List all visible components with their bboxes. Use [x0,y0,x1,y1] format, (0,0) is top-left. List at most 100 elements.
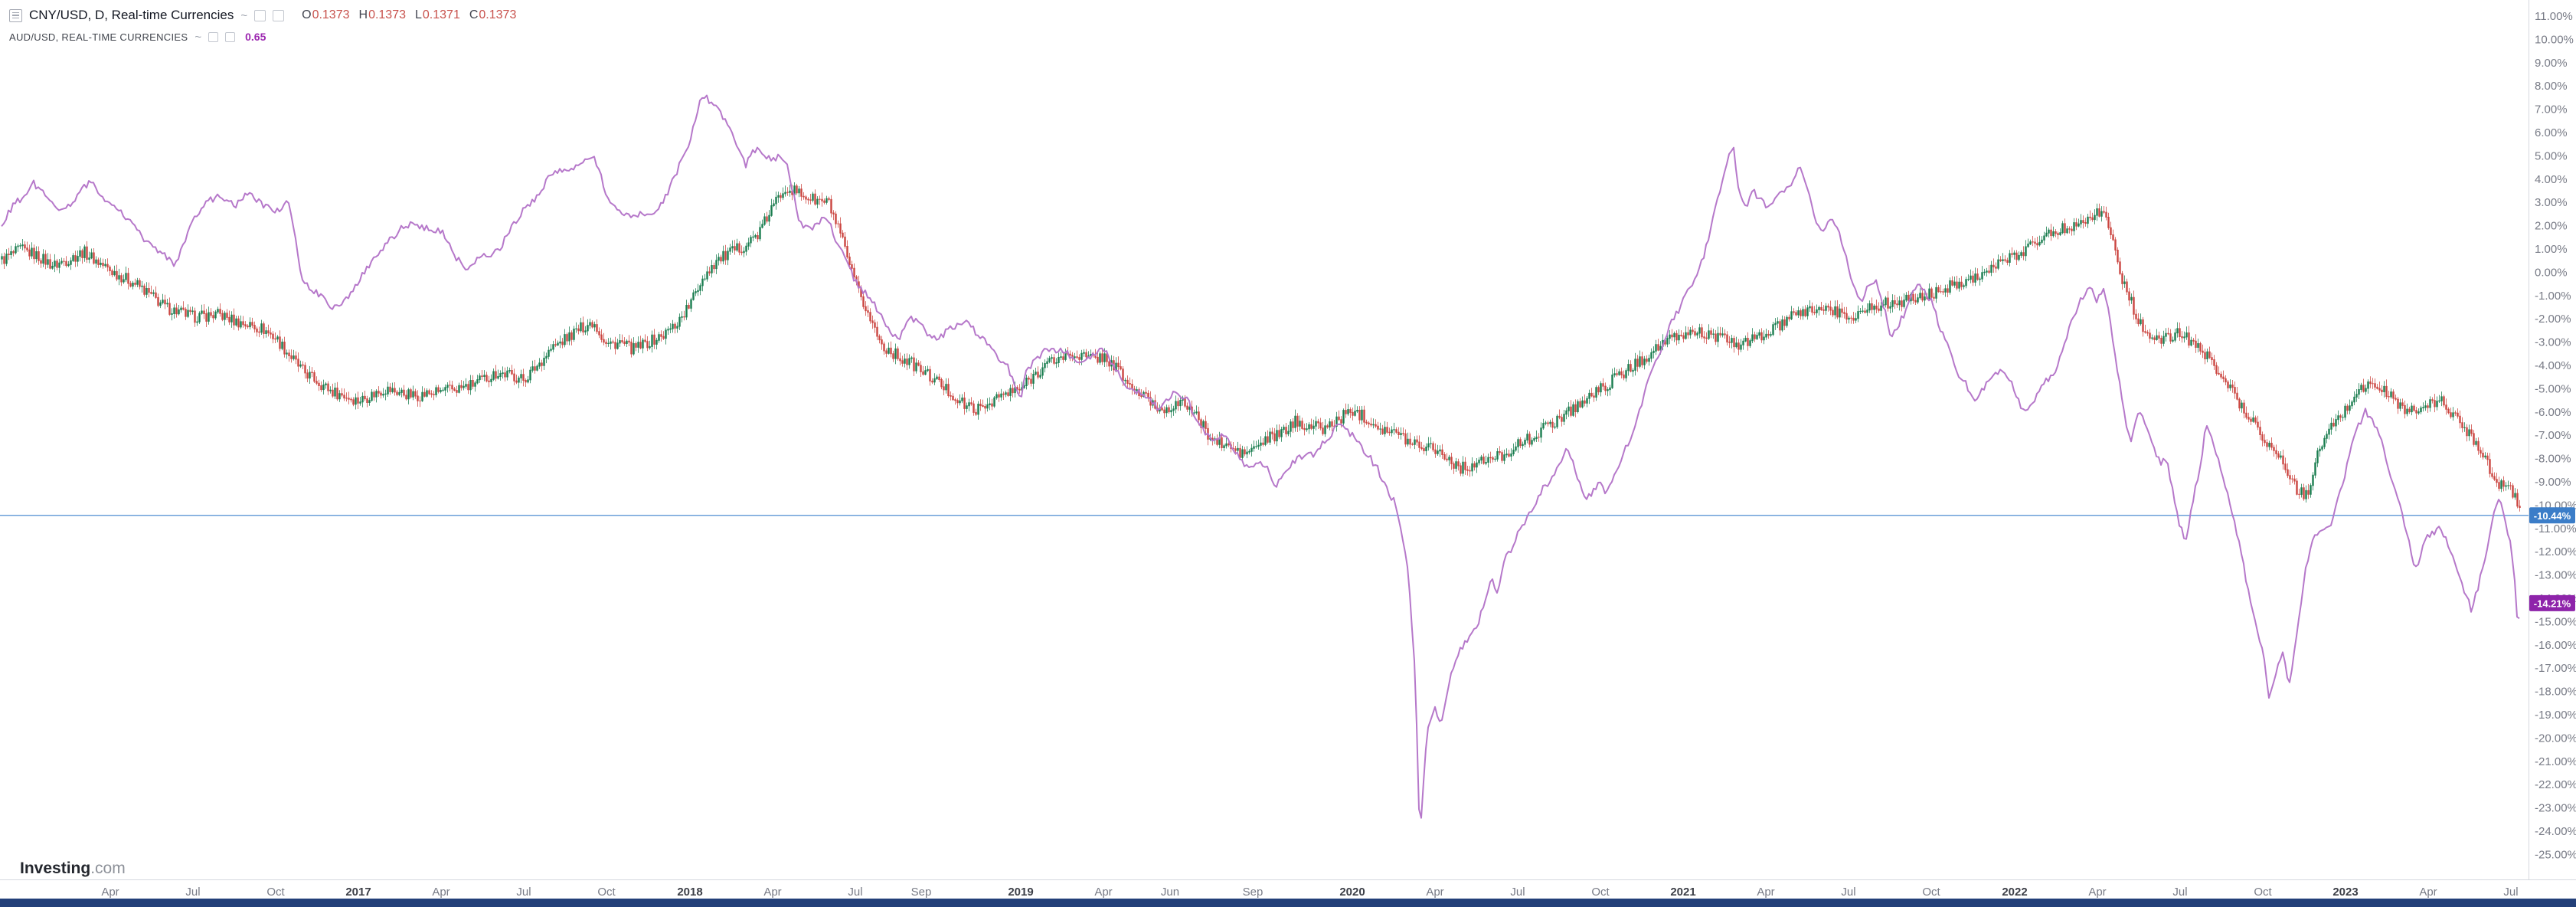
x-axis-label[interactable]: Apr [2088,886,2106,899]
x-axis-label[interactable]: 2019 [1008,886,1033,899]
x-axis-label[interactable]: Oct [266,886,285,899]
close-value: 0.1373 [479,8,517,21]
y-axis-label: 10.00% [2535,33,2574,46]
y-axis-label: -8.00% [2535,453,2571,466]
y-axis-label: 7.00% [2535,103,2568,116]
x-axis-label[interactable]: 2017 [345,886,371,899]
y-axis-label: -19.00% [2535,709,2576,722]
x-axis-label[interactable]: Jun [1161,886,1179,899]
watermark-tld: .com [90,860,126,877]
y-axis-label: -6.00% [2535,406,2571,419]
aud-usd-line[interactable] [1,94,2520,819]
y-axis-label: -11.00% [2535,522,2576,535]
cny-candle-wicks-up [2,182,2516,503]
y-axis-label: 6.00% [2535,126,2568,139]
y-axis-label: 4.00% [2535,173,2568,186]
overlay-last-value: 0.65 [245,31,266,43]
legend-overlay-row: AUD/USD, REAL-TIME CURRENCIES ~ 0.65 [9,29,516,44]
watermark-brand: Investing [20,860,91,877]
x-axis-label[interactable]: Jul [1510,886,1525,899]
y-axis-label: -12.00% [2535,545,2576,558]
legend-eye-icon[interactable] [254,9,266,21]
y-axis-label: -15.00% [2535,615,2576,628]
x-axis-label[interactable]: Oct [1591,886,1610,899]
cny-price-tag-text: -10.44% [2534,510,2571,522]
cny-candle-wicks-down [4,183,2520,512]
x-axis-label[interactable]: Apr [432,886,449,899]
x-axis-label[interactable]: Sep [1243,886,1263,899]
x-axis-label[interactable]: 2021 [1670,886,1695,899]
cny-price-tag [2529,507,2575,524]
y-axis-label: -4.00% [2535,359,2571,372]
legend: CNY/USD, D, Real-time Currencies ~ O 0.13… [9,6,516,44]
x-axis-label[interactable]: Oct [2254,886,2272,899]
overlay-caret-icon[interactable]: ~ [195,30,202,44]
cny-candle-bodies-down[interactable] [3,185,2521,508]
x-axis-label[interactable]: Jul [848,886,862,899]
x-axis-label[interactable]: Jul [2503,886,2518,899]
ohlc-low: L 0.1371 [415,8,460,22]
y-axis-label: -17.00% [2535,662,2576,675]
x-axis-label[interactable]: Sep [911,886,932,899]
x-axis-label[interactable]: Jul [185,886,200,899]
high-value: 0.1373 [368,8,406,21]
x-axis-label[interactable]: Jul [2172,886,2187,899]
x-axis-label[interactable]: Jul [1841,886,1855,899]
y-axis-label: -23.00% [2535,802,2576,815]
x-axis-label[interactable]: Jul [516,886,531,899]
y-axis-label: -9.00% [2535,476,2571,489]
x-axis-label[interactable]: Apr [101,886,119,899]
y-axis-label: -20.00% [2535,732,2576,745]
x-axis-label[interactable]: Apr [1426,886,1443,899]
x-axis-label[interactable]: Oct [597,886,616,899]
y-axis-label: -13.00% [2535,569,2576,582]
high-label: H [358,8,368,21]
main-symbol-title[interactable]: CNY/USD, D, Real-time Currencies [29,8,234,22]
open-value: 0.1373 [312,8,350,21]
y-axis-label: -22.00% [2535,778,2576,791]
y-axis-label: -1.00% [2535,290,2571,303]
y-axis-label: -2.00% [2535,313,2571,326]
y-axis-label: -21.00% [2535,755,2576,768]
aud-price-tag-text: -14.21% [2534,598,2571,609]
legend-main-row: CNY/USD, D, Real-time Currencies ~ O 0.13… [9,6,516,25]
x-axis-label[interactable]: 2020 [1339,886,1365,899]
ohlc-open: O 0.1373 [302,8,349,22]
x-axis-label[interactable]: Apr [2419,886,2437,899]
overlay-eye-icon[interactable] [208,31,219,42]
y-axis-label: 2.00% [2535,220,2568,233]
x-axis-label[interactable]: Oct [1922,886,1940,899]
aud-price-tag [2529,594,2575,611]
legend-caret-icon[interactable]: ~ [240,8,248,22]
y-axis-label: 8.00% [2535,80,2568,93]
y-axis-label: -3.00% [2535,336,2571,349]
x-axis-label[interactable]: Apr [1757,886,1774,899]
investing-watermark: Investing.com [20,860,126,878]
y-axis-label: -18.00% [2535,686,2576,699]
y-axis-label: 5.00% [2535,149,2568,162]
x-axis-label[interactable]: 2022 [2002,886,2027,899]
y-axis-label: 1.00% [2535,243,2568,256]
cny-candle-bodies-up[interactable] [1,185,2516,499]
overlay-symbol-title[interactable]: AUD/USD, REAL-TIME CURRENCIES [9,31,188,43]
open-label: O [302,8,312,21]
ohlc-readout: O 0.1373 H 0.1373 L 0.1371 C 0.1373 [302,8,516,22]
x-axis-label[interactable]: 2023 [2332,886,2358,899]
x-axis-label[interactable]: Apr [763,886,781,899]
x-axis-label[interactable]: Apr [1094,886,1112,899]
y-axis-label: 9.00% [2535,57,2568,70]
low-value: 0.1371 [422,8,460,21]
y-axis-label: -7.00% [2535,429,2571,442]
bottom-toolbar[interactable] [0,899,2576,907]
overlay-settings-icon[interactable] [225,31,236,42]
y-axis-label: -25.00% [2535,848,2576,861]
legend-settings-icon[interactable] [273,9,285,21]
ohlc-close: C 0.1373 [469,8,517,22]
y-axis-label: -5.00% [2535,382,2571,395]
symbol-menu-icon[interactable] [9,8,22,22]
low-label: L [415,8,422,21]
x-axis-label[interactable]: 2018 [677,886,702,899]
close-label: C [469,8,479,21]
